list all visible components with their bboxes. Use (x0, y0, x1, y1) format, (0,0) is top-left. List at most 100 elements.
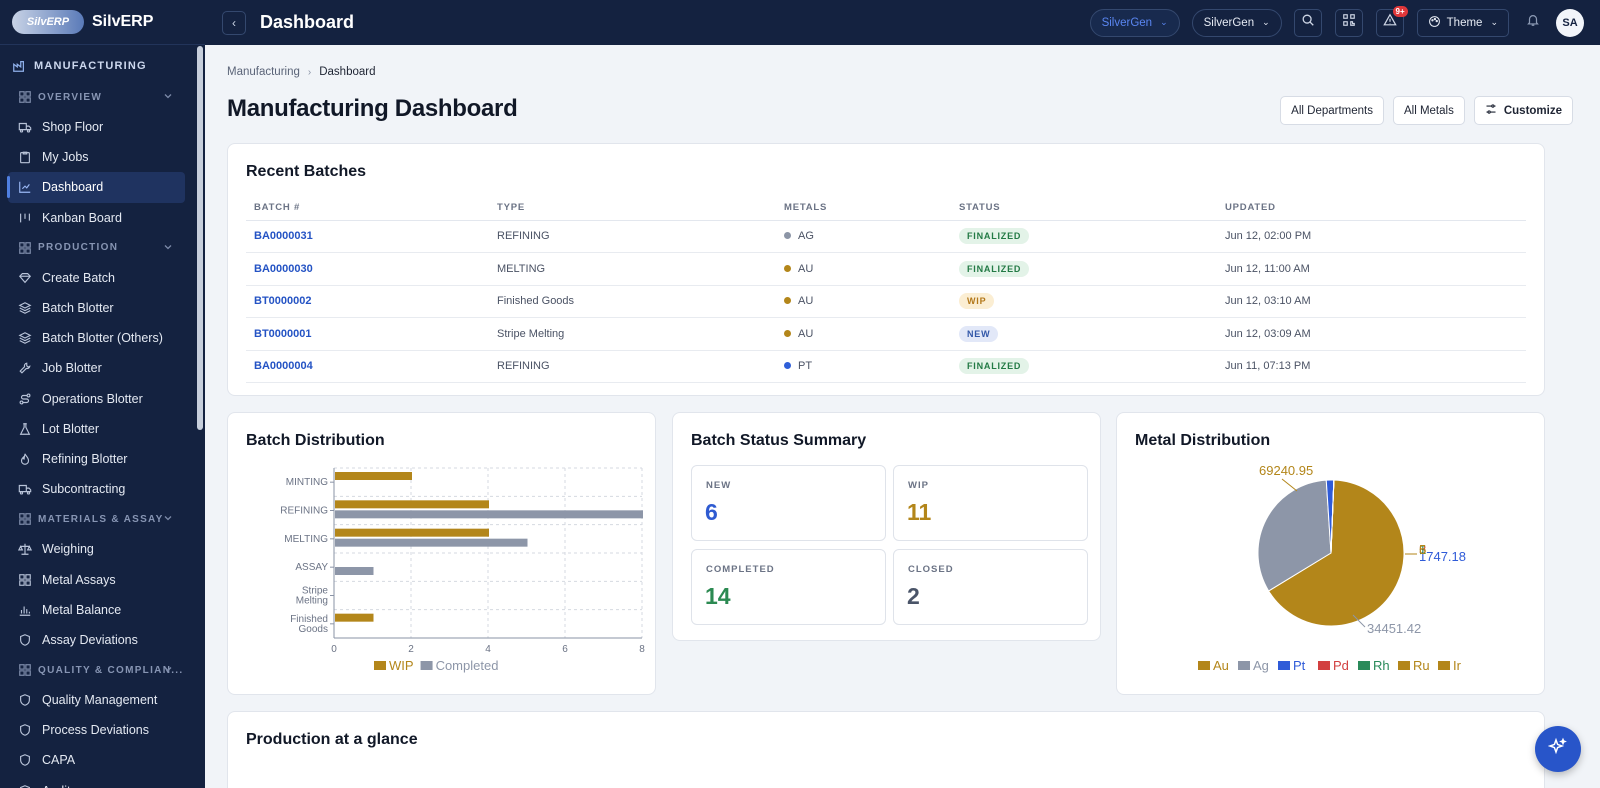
table-row[interactable]: BA0000004 REFINING PT FINALIZED Jun 11, 07:1… (246, 350, 1526, 383)
sidebar-item-lot-blotter[interactable]: Lot Blotter (0, 414, 205, 444)
batch-status: FINALIZED (951, 220, 1217, 253)
bar-wip-0[interactable] (335, 472, 412, 480)
bar-completed-1[interactable] (335, 510, 643, 519)
pie-data-label: 3 (1419, 542, 1426, 557)
bar-wip-1[interactable] (335, 500, 489, 509)
batch-link[interactable]: BT0000001 (246, 317, 489, 351)
brand[interactable]: SilvERP SilvERP (0, 0, 205, 45)
collapse-sidebar-button[interactable]: ‹ (222, 10, 246, 35)
sidebar-item-create-batch[interactable]: Create Batch (0, 263, 205, 293)
legend-label[interactable]: Completed (436, 658, 499, 673)
pie-slice-au[interactable] (1267, 479, 1405, 627)
sidebar-item-label: Subcontracting (42, 482, 126, 497)
batch-link[interactable]: BA0000004 (246, 350, 489, 383)
batch-status: NEW (951, 317, 1217, 351)
sidebar-item-audits[interactable]: Audits (0, 776, 205, 788)
chart-icon (18, 180, 32, 194)
legend-label[interactable]: Ru (1413, 658, 1430, 673)
table-row[interactable]: BA0000030 MELTING AU FINALIZED Jun 12, 11:00… (246, 252, 1526, 286)
column-header: STATUS (951, 196, 1217, 221)
sidebar-item-batch-blotter-others[interactable]: Batch Blotter (Others) (0, 323, 205, 353)
bar-wip-5[interactable] (335, 613, 374, 622)
legend-label[interactable]: Au (1213, 658, 1229, 673)
table-row[interactable]: BA0000031 REFINING AG FINALIZED Jun 12, 02:0… (246, 220, 1526, 253)
bar-completed-3[interactable] (335, 567, 374, 575)
legend-label[interactable]: Ag (1253, 658, 1269, 673)
sidebar-menu: MANUFACTURING OVERVIEW Shop Floor My Jobs D… (0, 45, 205, 788)
sidebar-item-batch-blotter[interactable]: Batch Blotter (0, 293, 205, 323)
legend-label[interactable]: WIP (389, 658, 414, 673)
sidebar-item-subcontracting[interactable]: Subcontracting (0, 474, 205, 504)
sidebar-item-metal-balance[interactable]: Metal Balance (0, 595, 205, 625)
sidebar-item-refining-blotter[interactable]: Refining Blotter (0, 444, 205, 474)
stat-closed[interactable]: CLOSED 2 (893, 549, 1088, 625)
sidebar-item-dashboard[interactable]: Dashboard (7, 172, 185, 203)
ai-assistant-button[interactable] (1535, 726, 1581, 772)
qr-button[interactable] (1334, 8, 1363, 37)
sidebar-section-label: QUALITY & COMPLIAN... (38, 664, 184, 676)
sidebar-scrollbar[interactable] (197, 46, 203, 430)
table-row[interactable]: BT0000002 Finished Goods AU WIP Jun 12, 03:1… (246, 285, 1526, 318)
sidebar-item-metal-assays[interactable]: Metal Assays (0, 564, 205, 594)
factory-icon (12, 59, 26, 73)
notifications-button[interactable] (1523, 13, 1543, 33)
status-badge: NEW (959, 325, 999, 342)
stat-wip[interactable]: WIP 11 (893, 465, 1088, 541)
sidebar-item-my-jobs[interactable]: My Jobs (0, 142, 205, 172)
sidebar-item-kanban-board[interactable]: Kanban Board (0, 203, 205, 233)
theme-select[interactable]: Theme ⌄ (1416, 8, 1509, 37)
company-select-label: SilverGen (1101, 16, 1153, 29)
status-badge: FINALIZED (959, 260, 1030, 277)
breadcrumb-parent[interactable]: Manufacturing (227, 66, 300, 78)
sidebar-item-shop-floor[interactable]: Shop Floor (0, 112, 205, 142)
stat-new[interactable]: NEW 6 (691, 465, 886, 541)
batch-updated: Jun 12, 03:10 AM (1217, 285, 1526, 318)
legend-label[interactable]: Rh (1373, 658, 1390, 673)
sidebar-item-quality-management[interactable]: Quality Management (0, 685, 205, 715)
entity-select[interactable]: SilverGen ⌄ (1191, 8, 1282, 37)
stat-completed[interactable]: COMPLETED 14 (691, 549, 886, 625)
batch-link[interactable]: BA0000031 (246, 220, 489, 253)
alerts-button[interactable]: 9+ (1375, 5, 1408, 37)
metal-filter[interactable]: All Metals (1392, 96, 1465, 125)
sidebar-item-capa[interactable]: CAPA (0, 745, 205, 775)
top-bar: ‹ Dashboard SilverGen ⌄ SilverGen ⌄ 9+ T… (205, 0, 1600, 45)
sidebar-section-3[interactable]: QUALITY & COMPLIAN... (0, 655, 205, 685)
sidebar-section-0[interactable]: OVERVIEW (0, 82, 205, 112)
chevron-down-icon: ⌄ (1262, 17, 1270, 27)
sidebar-item-label: Audits (42, 784, 77, 788)
batch-status: WIP (951, 285, 1217, 318)
bar-wip-2[interactable] (335, 528, 489, 537)
legend-label[interactable]: Pt (1293, 658, 1306, 673)
x-tick-label: 6 (562, 644, 568, 655)
pie-slice-ir[interactable] (1330, 479, 1335, 554)
table-header-row: BATCH # TYPE METALS STATUS UPDATED (246, 196, 1526, 221)
search-button[interactable] (1293, 8, 1322, 37)
kanban-icon (18, 211, 32, 225)
legend-label[interactable]: Pd (1333, 658, 1349, 673)
sidebar-section-1[interactable]: PRODUCTION (0, 233, 205, 263)
department-filter[interactable]: All Departments (1280, 96, 1384, 125)
pie-slice-ag[interactable] (1257, 479, 1332, 592)
module-manufacturing[interactable]: MANUFACTURING (0, 54, 205, 78)
y-tick-label: MINTING (286, 477, 328, 488)
sidebar-item-process-deviations[interactable]: Process Deviations (0, 715, 205, 745)
dashboard-filters: All Departments All Metals Customize (1271, 96, 1573, 125)
sidebar-item-weighing[interactable]: Weighing (0, 534, 205, 564)
sidebar-item-job-blotter[interactable]: Job Blotter (0, 353, 205, 383)
bar-completed-2[interactable] (335, 538, 528, 547)
table-row[interactable]: BT0000001 Stripe Melting AU NEW Jun 12, 03:0… (246, 317, 1526, 351)
batch-link[interactable]: BT0000002 (246, 285, 489, 318)
sidebar-section-label: PRODUCTION (38, 242, 119, 254)
batch-link[interactable]: BA0000030 (246, 252, 489, 286)
sidebar-section-2[interactable]: MATERIALS & ASSAY (0, 504, 205, 534)
legend-label[interactable]: Ir (1453, 658, 1462, 673)
sidebar-item-assay-deviations[interactable]: Assay Deviations (0, 625, 205, 655)
customize-button[interactable]: Customize (1473, 96, 1573, 125)
user-avatar[interactable]: SA (1556, 8, 1584, 37)
company-select[interactable]: SilverGen ⌄ (1089, 8, 1180, 37)
y-tick-label: MELTING (284, 534, 328, 545)
sidebar-item-operations-blotter[interactable]: Operations Blotter (0, 384, 205, 414)
pie-data-label: 5 (1419, 542, 1426, 557)
bell-icon (1526, 13, 1540, 32)
